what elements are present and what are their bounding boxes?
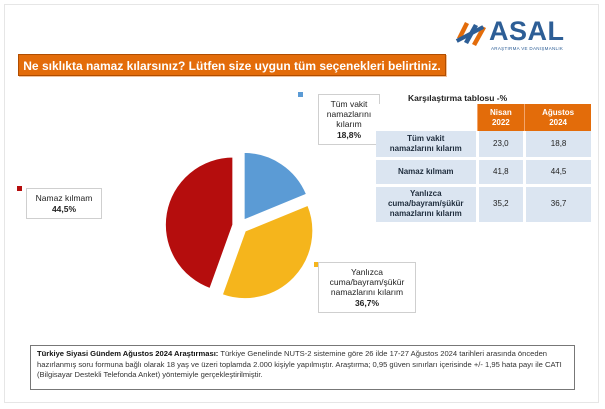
legend-swatch-2 (17, 186, 22, 191)
legend-swatch-1 (314, 262, 319, 267)
data-label-value: 18,8% (336, 130, 362, 140)
data-label-value: 36,7% (354, 298, 380, 308)
column-header-text: Nisan (489, 107, 512, 117)
data-label-text: cuma/bayram/şükür (329, 277, 405, 287)
row-label-text: namazlarını kılarım (389, 209, 462, 218)
column-header-0: Nisan 2022 (476, 104, 525, 131)
row-label: Tüm vakit namazlarını kılarım (376, 131, 477, 160)
table-cell: 35,2 (475, 185, 525, 225)
data-label-text: Namaz kılmam (35, 193, 93, 203)
pie-slice-2 (164, 156, 234, 290)
row-label: Yanlızca cuma/bayram/şükür namazlarını kıl… (376, 185, 477, 225)
column-header-text: 2024 (549, 117, 567, 127)
column-header-text: 2022 (491, 117, 510, 127)
row-label-text: cuma/bayram/şükür (387, 199, 464, 208)
footnote-body: Türkiye Genelinde NUTS-2 sistemine göre … (37, 349, 562, 379)
legend-swatch-0 (298, 92, 303, 97)
table-row: Tüm vakit namazlarını kılarım 23,0 18,8 (376, 131, 591, 160)
table-corner (376, 104, 477, 131)
footnote-lead: Türkiye Siyasi Gündem Ağustos 2024 Araşt… (37, 349, 219, 358)
data-label-text: namazlarını kılarım (330, 287, 404, 297)
data-label-value: 44,5% (51, 204, 77, 214)
table-cell: 36,7 (523, 185, 591, 225)
row-label-text: Namaz kılmam (397, 166, 454, 176)
data-label-text: Yanlızca (351, 267, 383, 277)
data-label-text: kılarım (336, 119, 362, 129)
data-label-1: Yanlızca cuma/bayram/şükür namazlarını kıl… (318, 262, 416, 313)
row-label-text: Yanlızca (409, 189, 442, 198)
comparison-table: Nisan 2022 Ağustos 2024 Tüm vakit namazların… (376, 104, 591, 225)
logo-tagline: ARAŞTIRMA VE DANIŞMANLIK (491, 46, 564, 51)
slide-frame (4, 4, 599, 403)
footnote: Türkiye Siyasi Gündem Ağustos 2024 Araşt… (30, 345, 575, 390)
data-label-2: Namaz kılmam 44,5% (26, 188, 102, 219)
column-header-1: Ağustos 2024 (524, 104, 591, 131)
brand-logo: ASAL ARAŞTIRMA VE DANIŞMANLIK (455, 16, 575, 52)
table-cell: 41,8 (475, 158, 525, 187)
table-title: Karşılaştırma tablosu -% (408, 93, 508, 103)
logo-wordmark: ASAL (489, 16, 565, 46)
table-row: Namaz kılmam 41,8 44,5 (376, 158, 591, 187)
data-label-text: namazlarını (326, 109, 372, 119)
pie-slice-0 (243, 151, 308, 222)
table-row: Yanlızca cuma/bayram/şükür namazlarını kıl… (376, 185, 591, 225)
data-label-0: Tüm vakit namazlarını kılarım 18,8% (318, 94, 380, 145)
column-header-text: Ağustos (542, 107, 575, 117)
row-label-text: namazlarını kılarım (389, 143, 462, 153)
logo-mark-icon (455, 22, 486, 46)
row-label: Namaz kılmam (376, 158, 477, 187)
pie-slice-1 (221, 204, 314, 300)
data-label-text: Tüm vakit (330, 99, 368, 109)
table-cell: 44,5 (523, 158, 591, 187)
table-cell: 18,8 (523, 131, 591, 160)
row-label-text: Tüm vakit (407, 133, 445, 143)
table-cell: 23,0 (475, 131, 525, 160)
question-banner: Ne sıklıkta namaz kılarsınız? Lütfen siz… (18, 54, 446, 76)
